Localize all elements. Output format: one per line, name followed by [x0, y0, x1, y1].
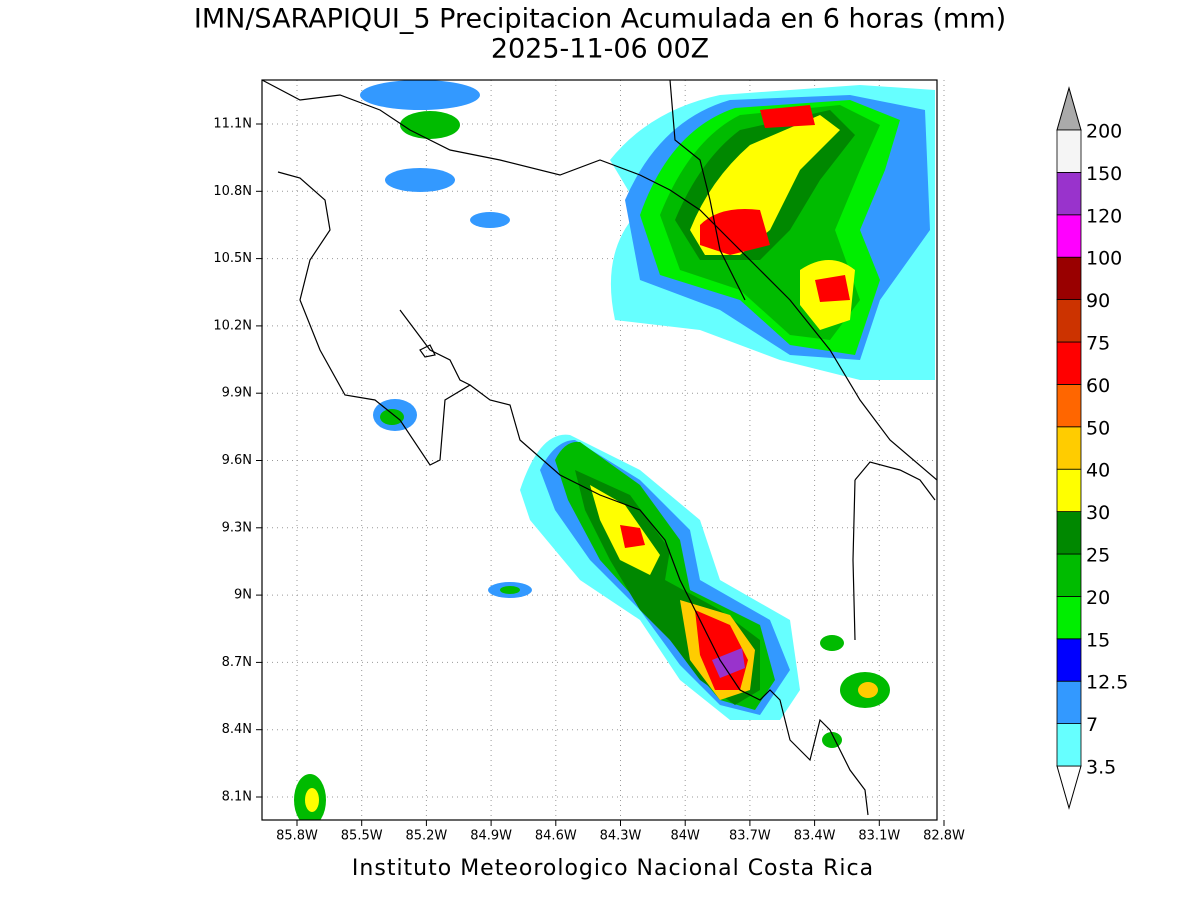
colorbar-label: 15 [1086, 629, 1110, 651]
lat-label: 8.4N [222, 722, 252, 737]
colorbar-box [1056, 341, 1082, 385]
lon-label: 83.4W [794, 829, 836, 844]
colorbar-box [1056, 426, 1082, 470]
lat-label: 11.1N [213, 117, 252, 132]
lon-label: 83.7W [729, 829, 771, 844]
lon-label: 85.2W [405, 829, 447, 844]
lon-label: 84W [670, 829, 700, 844]
colorbar-box [1056, 214, 1082, 258]
colorbar-below [1056, 765, 1082, 810]
lat-label: 9N [234, 588, 252, 603]
precipitation-field [294, 80, 935, 820]
lat-label: 8.1N [222, 790, 252, 805]
lat-label: 8.7N [222, 655, 252, 670]
lon-label: 84.6W [535, 829, 577, 844]
colorbar-box [1056, 511, 1082, 555]
map-frame [261, 79, 938, 821]
colorbar-box [1056, 723, 1082, 767]
colorbar-box [1056, 596, 1082, 640]
colorbar-label: 40 [1086, 460, 1110, 482]
colorbar-label: 25 [1086, 545, 1110, 567]
axis-ticks: 85.8W 85.5W 85.2W 84.9W 84.6W 84.3W 84W 83.7W 83… [213, 117, 965, 844]
colorbar-above [1056, 86, 1082, 131]
footer: Instituto Meteorologico Nacional Costa R… [352, 856, 874, 881]
colorbar-box [1056, 638, 1082, 682]
lon-label: 82.8W [923, 829, 965, 844]
lon-label: 85.5W [341, 829, 383, 844]
colorbar: 3.5 7 12.5 15 20 25 30 40 50 60 75 90 100 120 150 200 [1056, 86, 1128, 810]
colorbar-box [1056, 468, 1082, 513]
colorbar-label: 100 [1086, 248, 1122, 270]
colorbar-box [1056, 256, 1082, 301]
colorbar-label: 200 [1086, 121, 1122, 143]
colorbar-label: 20 [1086, 587, 1110, 609]
colorbar-box [1056, 171, 1082, 216]
colorbar-box [1056, 129, 1082, 173]
colorbar-label: 50 [1086, 417, 1110, 439]
lat-label: 10.8N [213, 184, 252, 199]
lon-label: 84.9W [470, 829, 512, 844]
colorbar-label: 12.5 [1086, 672, 1128, 694]
coastlines [262, 80, 937, 816]
subtitle: 2025-11-06 00Z [491, 34, 709, 65]
lon-label: 84.3W [600, 829, 642, 844]
colorbar-label: 30 [1086, 502, 1110, 524]
colorbar-box [1056, 553, 1082, 597]
lat-label: 10.5N [213, 251, 252, 266]
colorbar-label: 60 [1086, 375, 1110, 397]
colorbar-label: 75 [1086, 333, 1110, 355]
colorbar-box [1056, 299, 1082, 343]
lon-label: 85.8W [276, 829, 318, 844]
title: IMN/SARAPIQUI_5 Precipitacion Acumulada … [194, 4, 1006, 35]
colorbar-label: 150 [1086, 163, 1122, 185]
lat-label: 10.2N [213, 318, 252, 333]
colorbar-label: 120 [1086, 205, 1122, 227]
lat-label: 9.6N [222, 453, 252, 468]
lon-label: 83.1W [858, 829, 900, 844]
colorbar-box [1056, 383, 1082, 428]
colorbar-label: 90 [1086, 290, 1110, 312]
lat-label: 9.3N [222, 520, 252, 535]
colorbar-label: 7 [1086, 714, 1098, 736]
grid [262, 80, 945, 820]
lat-label: 9.9N [222, 386, 252, 401]
colorbar-label: 3.5 [1086, 757, 1116, 779]
colorbar-box [1056, 680, 1082, 725]
